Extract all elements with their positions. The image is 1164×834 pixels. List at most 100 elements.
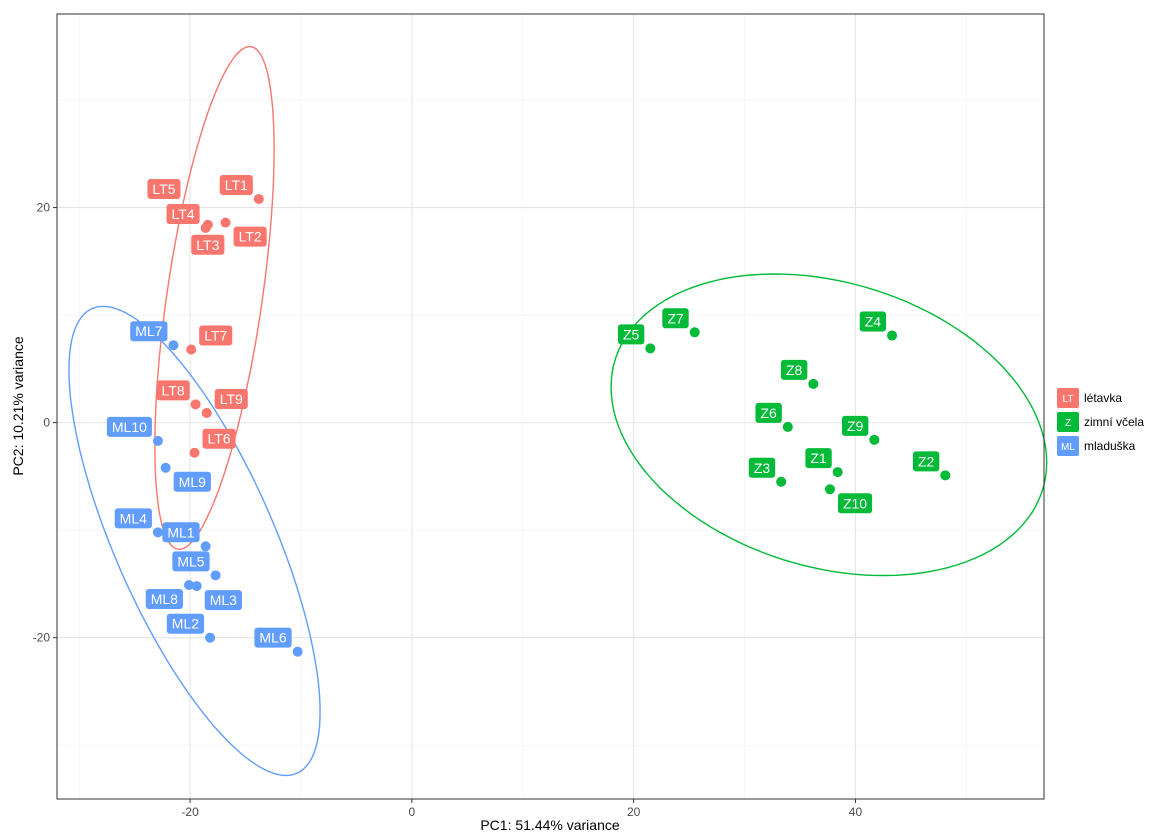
legend-key-ml [1057, 436, 1079, 456]
point-z6 [782, 421, 793, 432]
point-ml5 [210, 570, 221, 581]
point-label-box [859, 311, 887, 332]
point-ml3 [191, 581, 202, 592]
point-label-ml3: ML3 [210, 592, 237, 608]
point-label-lt9: LT9 [220, 391, 243, 407]
point-ml2 [205, 632, 216, 643]
x-tick-label: 0 [409, 805, 416, 819]
point-label-ml9: ML9 [179, 474, 206, 490]
point-label-z2: Z2 [918, 453, 935, 469]
point-label-box [233, 226, 267, 247]
point-label-z8: Z8 [786, 362, 803, 378]
legend: LT létavka Z zimní včela ML mladuška [1057, 388, 1144, 456]
point-label-box [805, 448, 832, 469]
point-z1 [832, 467, 843, 478]
point-label-box [114, 508, 152, 529]
point-label-z3: Z3 [754, 460, 771, 476]
y-axis-title: PC2: 10.21% variance [10, 336, 26, 476]
point-ml7 [168, 340, 179, 351]
point-label-box [780, 359, 808, 380]
x-tick-label: 20 [627, 805, 641, 819]
point-label-lt5: LT5 [152, 181, 175, 197]
point-label-lt4: LT4 [172, 206, 195, 222]
point-label-box [166, 613, 205, 634]
point-label-lt1: LT1 [225, 177, 248, 193]
point-label-box [147, 178, 181, 199]
point-ml4 [152, 527, 163, 538]
point-lt7 [186, 344, 197, 355]
point-ml1 [200, 541, 211, 552]
legend-key-label: LT [1063, 394, 1074, 405]
point-label-z7: Z7 [667, 310, 684, 326]
point-label-box [912, 451, 940, 472]
point-z9 [869, 434, 880, 445]
point-z10 [824, 484, 835, 495]
x-tick-label: -20 [181, 805, 199, 819]
point-z5 [645, 343, 656, 354]
legend-entry-label: létavka [1084, 391, 1122, 405]
y-tick-label: 0 [43, 416, 50, 430]
legend-key-z [1057, 412, 1079, 432]
axis-ticks: -20 0 20 40 -20 0 20 [33, 201, 863, 819]
point-label-ml1: ML1 [167, 524, 194, 540]
data-points [152, 193, 951, 657]
confidence-ellipses [68, 45, 1048, 777]
ellipse-lt [154, 45, 275, 550]
ellipse-z [610, 273, 1048, 577]
point-label-z10: Z10 [843, 495, 867, 511]
point-label-lt8: LT8 [162, 382, 185, 398]
point-label-box [219, 174, 253, 195]
point-ml8 [183, 580, 194, 591]
point-label-box [662, 308, 689, 329]
point-z3 [776, 476, 787, 487]
point-label-z1: Z1 [810, 450, 827, 466]
point-lt8 [190, 399, 201, 410]
point-label-ml10: ML10 [112, 419, 147, 435]
point-label-ml6: ML6 [259, 630, 286, 646]
point-lt2 [220, 217, 231, 228]
point-ml6 [292, 646, 303, 657]
legend-key-label: Z [1065, 418, 1071, 429]
point-label-ml8: ML8 [151, 591, 178, 607]
point-z4 [887, 330, 898, 341]
plot-panel-border [56, 13, 1045, 800]
point-label-box [202, 428, 236, 449]
ellipse-ml [68, 305, 321, 777]
point-label-box [173, 471, 211, 492]
point-ml9 [160, 462, 171, 473]
x-axis-title: PC1: 51.44% variance [480, 817, 620, 833]
point-label-z4: Z4 [865, 314, 882, 330]
point-label-box [204, 590, 242, 611]
point-ml10 [152, 435, 163, 446]
point-label-lt3: LT3 [196, 237, 219, 253]
y-tick-label: -20 [33, 631, 51, 645]
point-label-z6: Z6 [760, 405, 777, 421]
point-z2 [940, 470, 951, 481]
point-label-ml5: ML5 [177, 553, 204, 569]
point-lt4 [200, 222, 211, 233]
point-label-box [214, 388, 248, 409]
point-lt6 [189, 447, 200, 458]
y-tick-label: 20 [37, 201, 51, 215]
x-tick-label: 40 [849, 805, 863, 819]
legend-key-lt [1057, 388, 1079, 408]
point-label-lt6: LT6 [208, 431, 231, 447]
point-label-box [156, 380, 190, 401]
point-label-box [172, 551, 210, 572]
point-label-ml7: ML7 [135, 323, 162, 339]
point-label-box [166, 203, 200, 224]
point-label-box [191, 234, 225, 255]
point-label-box [254, 627, 292, 648]
point-z7 [689, 327, 700, 338]
legend-entry-label: mladuška [1084, 439, 1136, 453]
point-label-box [162, 522, 200, 543]
point-label-box [199, 325, 233, 346]
point-label-box [617, 324, 645, 345]
point-label-z5: Z5 [623, 326, 640, 342]
point-label-box [106, 416, 152, 437]
point-label-ml4: ML4 [120, 510, 147, 526]
point-label-box [837, 493, 873, 514]
legend-key-label: ML [1061, 442, 1075, 453]
